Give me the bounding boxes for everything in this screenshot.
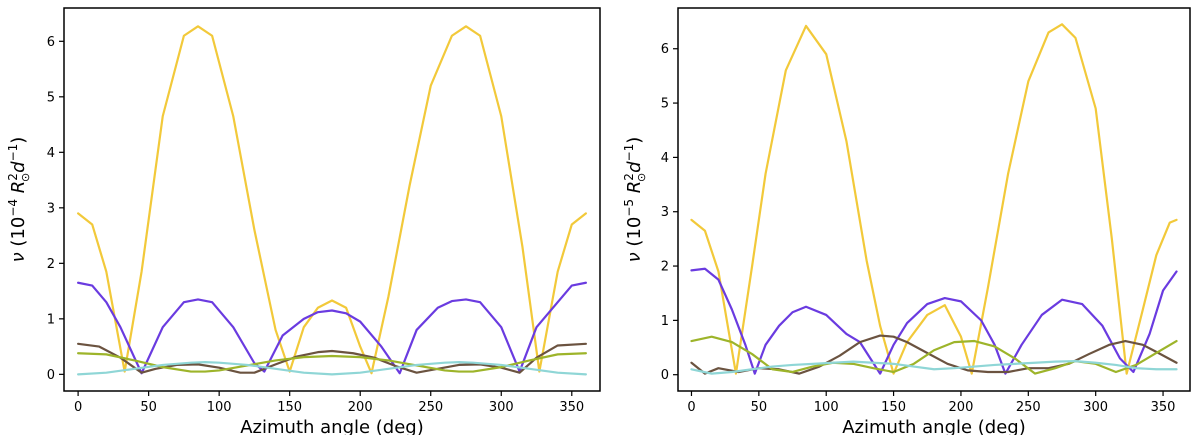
axes-frame (677, 7, 1191, 392)
series-line-olive (77, 352, 587, 373)
y-tick-label: 0 (47, 368, 55, 383)
y-label-unit-sup: 2 (622, 173, 636, 181)
series-group (690, 23, 1178, 375)
series-line-purple (77, 281, 587, 375)
y-label-symbol: ν (624, 247, 645, 263)
x-tick-label: 50 (140, 400, 157, 415)
y-tick-label: 5 (47, 90, 55, 105)
series-line-purple (690, 267, 1178, 375)
y-tick-label: 0 (661, 368, 669, 383)
y-label-exp: −5 (622, 199, 636, 217)
y-tick-label: 2 (47, 257, 55, 272)
x-tick-label: 200 (949, 400, 974, 415)
x-tick-label: 250 (1016, 400, 1041, 415)
y-label-symbol: ν (8, 247, 29, 263)
y-label-d: d (8, 161, 29, 173)
y-tick-label: 4 (661, 151, 669, 166)
x-tick-label: 100 (814, 400, 839, 415)
x-axis-label: Azimuth angle (deg) (240, 417, 424, 435)
x-tick-label: 150 (277, 400, 302, 415)
y-label-unit-sup: 2 (6, 173, 20, 181)
y-tick-label: 3 (661, 205, 669, 220)
y-tick-label: 2 (661, 260, 669, 275)
y-tick-label: 5 (661, 97, 669, 112)
y-label-close: ) (624, 137, 645, 144)
y-label-d: d (624, 161, 645, 173)
x-tick-label: 300 (1083, 400, 1108, 415)
x-tick-label: 350 (1151, 400, 1176, 415)
y-tick-label: 4 (47, 146, 55, 161)
y-axis-label: ν (10−5 R2⊙d−1) (622, 137, 648, 263)
y-axis-label: ν (10−4 R2⊙d−1) (6, 137, 32, 263)
x-axis-label: Azimuth angle (deg) (842, 417, 1026, 435)
y-tick-label: 6 (661, 42, 669, 57)
y-tick-label: 1 (47, 312, 55, 327)
x-tick-label: 350 (559, 400, 584, 415)
y-label-d-exp: −1 (622, 144, 636, 162)
x-tick-label: 100 (207, 400, 232, 415)
series-group (77, 25, 587, 376)
y-label-open: (10 (624, 217, 645, 247)
x-tick-label: 0 (687, 400, 695, 415)
y-label-unit: R (624, 181, 645, 199)
x-tick-label: 0 (74, 400, 82, 415)
series-line-yellow (690, 23, 1178, 375)
y-label-unit: R (8, 181, 29, 199)
axes-frame (63, 7, 601, 392)
left-panel: 0 50 100 150 200 250 300 350 0 1 2 3 4 5 6 Azimuth angl… (6, 7, 601, 435)
y-label-unit-sub: ⊙ (635, 173, 648, 182)
y-tick-label: 3 (47, 201, 55, 216)
y-label-unit-sub: ⊙ (19, 173, 32, 182)
right-panel: 0 50 100 150 200 250 300 350 0 1 2 3 4 5 6 Azimuth angl… (622, 7, 1191, 435)
y-tick-label: 6 (47, 35, 55, 50)
y-label-exp: −4 (6, 199, 20, 217)
series-line-cyan (690, 360, 1178, 375)
y-tick-label: 1 (661, 314, 669, 329)
y-label-open: (10 (8, 217, 29, 247)
x-tick-label: 50 (751, 400, 768, 415)
series-line-yellow (77, 25, 587, 375)
x-tick-label: 250 (418, 400, 443, 415)
x-tick-label: 300 (489, 400, 514, 415)
x-tick-label: 150 (881, 400, 906, 415)
series-line-cyan (77, 361, 587, 376)
x-tick-label: 200 (348, 400, 373, 415)
y-label-close: ) (8, 137, 29, 144)
y-label-d-exp: −1 (6, 144, 20, 162)
